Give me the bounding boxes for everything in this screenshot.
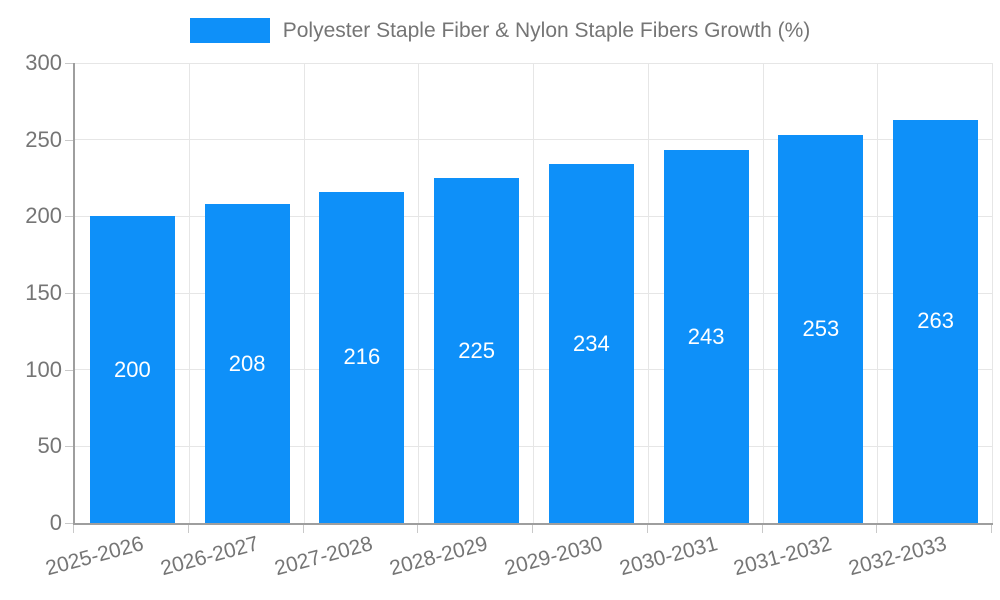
bar-value-label: 225	[458, 337, 495, 363]
x-axis-tick	[417, 525, 419, 533]
gridline-vertical	[762, 63, 764, 523]
bar-value-label: 208	[228, 350, 266, 376]
gridline-vertical	[188, 63, 190, 523]
x-axis-tick	[991, 525, 992, 533]
bar-value-label: 234	[573, 330, 610, 356]
gridline-vertical	[418, 63, 420, 523]
x-axis-tick-label: 2029-2030	[502, 532, 606, 581]
x-axis-tick-label: 2026-2027	[157, 532, 261, 581]
y-axis-tick	[65, 63, 73, 64]
y-axis-tick	[65, 523, 73, 524]
y-axis-tick-label: 300	[25, 50, 62, 75]
plot-area: 200 208 216 225 234 243 253 263	[73, 62, 993, 525]
x-axis-tick-label: 2025-2026	[43, 532, 147, 581]
x-axis-tick	[646, 525, 648, 533]
bar-2027-2028: 216	[319, 191, 405, 523]
gridline-vertical	[877, 63, 879, 523]
bar-2025-2026: 200	[89, 216, 175, 523]
x-axis-tick	[187, 525, 189, 533]
x-axis-tick	[73, 525, 74, 533]
bar-2031-2032: 253	[778, 135, 864, 523]
bar-2029-2030: 234	[548, 164, 634, 523]
x-axis-tick	[532, 525, 533, 533]
gridline-vertical	[992, 63, 993, 523]
x-axis-tick-label: 2027-2028	[272, 532, 376, 581]
x-axis-tick-label: 2031-2032	[731, 532, 835, 581]
y-axis-tick-label: 100	[25, 356, 62, 382]
y-axis-tick-label: 200	[25, 203, 62, 229]
gridline-horizontal	[75, 292, 993, 294]
legend-label: Polyester Staple Fiber & Nylon Staple Fi…	[282, 19, 811, 42]
chart-legend: Polyester Staple Fiber & Nylon Staple Fi…	[0, 18, 1000, 43]
gridline-horizontal	[75, 215, 993, 217]
gridline-horizontal	[75, 62, 993, 64]
bar-value-label: 253	[802, 316, 840, 342]
bar-2030-2031: 243	[663, 150, 749, 523]
bar-value-label: 243	[687, 323, 725, 349]
gridline-vertical	[533, 63, 534, 523]
bar-value-label: 200	[114, 356, 151, 382]
x-axis-tick	[876, 525, 878, 533]
y-axis-tick	[65, 139, 73, 141]
y-axis-tick-label: 50	[37, 433, 62, 459]
bar-value-label: 263	[917, 308, 954, 334]
gridline-vertical	[647, 63, 649, 523]
gridline-horizontal	[75, 139, 993, 141]
gridline-horizontal	[75, 445, 993, 447]
bar-2028-2029: 225	[434, 178, 520, 523]
legend-item[interactable]: Polyester Staple Fiber & Nylon Staple Fi…	[189, 18, 811, 43]
y-axis-tick	[65, 293, 73, 294]
y-axis-tick-label: 0	[49, 510, 62, 535]
bar-2026-2027: 208	[204, 204, 290, 523]
gridline-horizontal	[75, 369, 993, 371]
gridline-vertical	[303, 63, 305, 523]
legend-swatch-icon	[189, 18, 270, 43]
y-axis-tick	[65, 216, 73, 218]
x-axis-tick	[302, 525, 304, 533]
bar-2032-2033: 263	[893, 119, 979, 523]
bar-value-label: 216	[343, 344, 381, 370]
x-axis-tick	[761, 525, 763, 533]
x-axis-tick-label: 2028-2029	[387, 532, 491, 581]
x-axis-tick-label: 2030-2031	[616, 532, 720, 581]
y-axis-tick	[65, 369, 73, 371]
y-axis-tick-label: 250	[25, 126, 62, 152]
y-axis-tick-label: 150	[25, 280, 62, 305]
x-axis-tick-label: 2032-2033	[846, 532, 950, 581]
y-axis-tick	[65, 446, 73, 448]
